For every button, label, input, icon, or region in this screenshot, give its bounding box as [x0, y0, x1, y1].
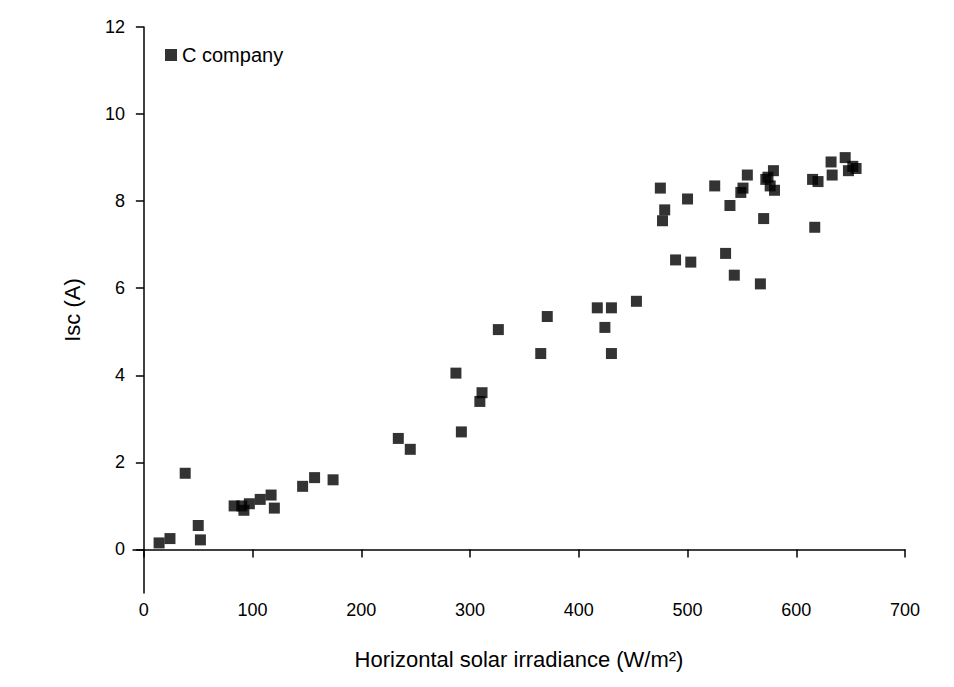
svg-text:10: 10 [105, 104, 125, 124]
svg-text:6: 6 [115, 278, 125, 298]
svg-text:600: 600 [781, 600, 811, 620]
svg-text:300: 300 [455, 600, 485, 620]
svg-text:100: 100 [238, 600, 268, 620]
svg-text:0: 0 [139, 600, 149, 620]
svg-text:700: 700 [890, 600, 920, 620]
svg-text:0: 0 [115, 539, 125, 559]
svg-text:4: 4 [115, 365, 125, 385]
svg-text:500: 500 [673, 600, 703, 620]
svg-text:Horizontal solar irradiance (W: Horizontal solar irradiance (W/m²) [355, 647, 684, 672]
svg-text:400: 400 [564, 600, 594, 620]
svg-text:12: 12 [105, 17, 125, 37]
svg-text:Isc (A): Isc (A) [60, 278, 85, 342]
svg-text:200: 200 [346, 600, 376, 620]
svg-text:8: 8 [115, 191, 125, 211]
svg-text:C company: C company [182, 44, 283, 66]
svg-text:2: 2 [115, 452, 125, 472]
